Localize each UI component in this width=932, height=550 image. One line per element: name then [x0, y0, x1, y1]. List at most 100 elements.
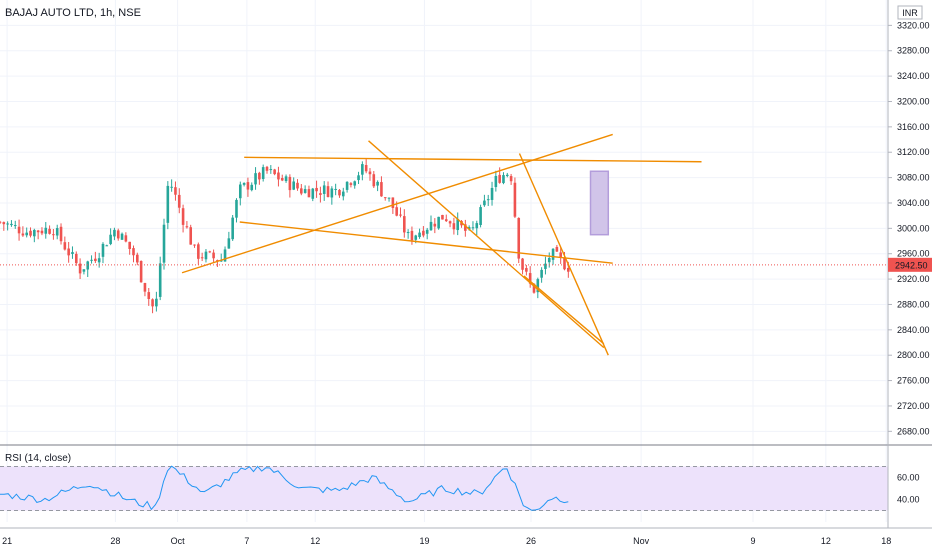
candle-body-96 — [364, 165, 368, 172]
candle-body-76 — [288, 176, 292, 191]
candle-body-44 — [166, 185, 170, 223]
candle-body-111 — [422, 230, 425, 236]
candle-body-104 — [395, 207, 398, 216]
candle-body-58 — [219, 260, 223, 262]
candle-body-51 — [193, 244, 196, 246]
candles — [0, 159, 570, 314]
candle-body-1 — [2, 222, 6, 225]
chart-title: BAJAJ AUTO LTD, 1h, NSE — [5, 7, 141, 19]
time-tick-1: 28 — [110, 536, 120, 546]
candle-body-12 — [44, 227, 48, 234]
candle-body-62 — [235, 199, 238, 218]
candle-body-68 — [258, 172, 261, 180]
candle-body-95 — [361, 164, 364, 175]
candle-body-136 — [517, 217, 521, 259]
candle-body-127 — [483, 200, 486, 206]
candle-body-64 — [242, 182, 246, 185]
candle-body-42 — [158, 263, 162, 297]
price-tick-label-3200: 3200.00 — [897, 96, 930, 106]
candle-body-80 — [303, 189, 307, 193]
candle-body-75 — [284, 176, 288, 182]
candle-body-116 — [441, 214, 444, 220]
candle-body-39 — [147, 292, 151, 300]
candle-body-112 — [425, 229, 429, 234]
price-grid — [0, 0, 888, 522]
candle-body-11 — [40, 230, 44, 234]
candle-body-17 — [63, 242, 67, 250]
candle-body-131 — [498, 174, 501, 183]
candle-body-31 — [116, 230, 120, 239]
candle-body-23 — [86, 261, 90, 270]
candle-body-92 — [349, 183, 353, 185]
candle-body-67 — [254, 173, 257, 185]
last-price-badge: 2942.50 — [888, 257, 932, 272]
time-tick-4: 12 — [310, 536, 320, 546]
candle-body-101 — [383, 197, 387, 199]
candle-body-140 — [532, 283, 536, 293]
candle-body-72 — [273, 169, 276, 175]
candle-body-3 — [10, 223, 13, 226]
candle-body-37 — [139, 260, 143, 283]
candle-body-73 — [277, 172, 280, 180]
candle-body-74 — [280, 178, 284, 181]
price-tick-label-2840: 2840.00 — [897, 325, 930, 335]
candle-body-71 — [269, 169, 273, 171]
candle-body-24 — [90, 259, 93, 261]
time-tick-9: 12 — [821, 536, 831, 546]
candle-body-14 — [52, 234, 55, 236]
candle-body-52 — [197, 244, 200, 259]
candle-body-13 — [48, 228, 51, 234]
candle-body-102 — [387, 197, 391, 199]
price-axis[interactable]: 2680.00 2720.00 2760.00 2800.00 2840.00 2880.… — [887, 0, 930, 528]
candle-body-128 — [486, 199, 490, 201]
candle-body-70 — [265, 166, 269, 171]
price-tick-label-3280: 3280.00 — [897, 46, 930, 56]
price-tick-label-2880: 2880.00 — [897, 299, 930, 309]
measure-box[interactable] — [589, 170, 610, 236]
candle-body-0 — [0, 221, 2, 223]
currency-label[interactable]: INR — [897, 5, 923, 20]
time-tick-6: 26 — [526, 536, 536, 546]
currency-text: INR — [902, 8, 918, 18]
candle-body-4 — [13, 225, 17, 227]
price-tick-label-3080: 3080.00 — [897, 173, 930, 183]
candle-body-145 — [551, 248, 555, 260]
candle-body-125 — [475, 223, 479, 229]
candle-body-138 — [525, 268, 528, 272]
time-axis[interactable]: 21 28 Oct 7 12 19 26 Nov 9 12 18 — [0, 527, 932, 546]
candle-body-47 — [177, 194, 181, 208]
candle-body-7 — [25, 232, 28, 236]
candle-body-87 — [330, 188, 334, 198]
candle-body-90 — [341, 191, 345, 197]
price-tick-label-3320: 3320.00 — [897, 20, 930, 30]
candle-body-63 — [238, 184, 242, 199]
candle-body-49 — [185, 226, 189, 228]
candle-body-107 — [406, 232, 410, 234]
candle-body-133 — [505, 174, 509, 177]
candle-body-36 — [136, 254, 139, 263]
candle-body-43 — [162, 224, 166, 263]
candle-body-141 — [536, 279, 540, 293]
candle-body-78 — [296, 182, 299, 189]
candle-body-48 — [181, 208, 185, 225]
candle-body-144 — [547, 257, 551, 263]
trendlines[interactable] — [181, 133, 702, 356]
candle-body-22 — [82, 269, 86, 272]
candle-body-28 — [105, 245, 109, 247]
candle-body-123 — [467, 227, 471, 230]
candle-body-142 — [540, 269, 543, 278]
trendline-1 — [181, 133, 613, 274]
candle-body-94 — [357, 175, 360, 181]
price-tick-label-2960: 2960.00 — [897, 249, 930, 259]
candle-body-79 — [300, 188, 303, 194]
candle-body-135 — [513, 182, 517, 217]
candle-body-115 — [437, 216, 440, 229]
candle-body-134 — [509, 176, 513, 182]
candle-body-6 — [21, 233, 25, 236]
candle-body-26 — [97, 258, 101, 263]
candle-body-137 — [521, 258, 524, 270]
rsi-tick-60: 60.00 — [897, 473, 920, 483]
candle-body-16 — [59, 226, 63, 242]
candle-body-29 — [109, 234, 112, 245]
